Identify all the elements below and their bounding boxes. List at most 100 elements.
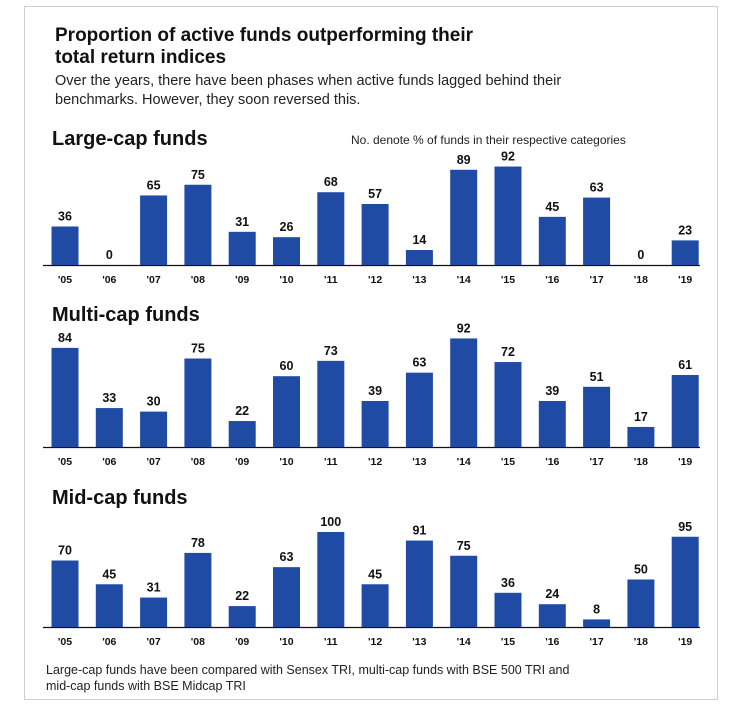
mid-cap-bar	[671, 536, 699, 627]
large-cap-bar	[538, 216, 566, 265]
mid-cap-value-label: 70	[58, 544, 72, 558]
mid-cap-bar	[538, 604, 566, 627]
multi-cap-value-label: 84	[58, 331, 72, 345]
multi-cap-value-label: 51	[590, 370, 604, 384]
large-cap-value-label: 68	[324, 175, 338, 189]
mid-cap-panel-title: Mid-cap funds	[52, 487, 188, 509]
mid-cap-category-label: '13	[412, 636, 426, 648]
large-cap-bar	[450, 169, 478, 265]
mid-cap-category-label: '06	[102, 636, 116, 648]
mid-cap-category-label: '11	[324, 636, 338, 648]
large-cap-value-label: 45	[545, 200, 559, 214]
chart-frame	[24, 6, 718, 700]
mid-cap-value-label: 8	[593, 602, 600, 616]
large-cap-category-label: '07	[147, 274, 161, 286]
multi-cap-category-label: '17	[590, 456, 604, 468]
large-cap-value-label: 0	[106, 248, 113, 262]
large-cap-category-label: '09	[235, 274, 249, 286]
mid-cap-bar	[51, 560, 79, 627]
multi-cap-bar	[51, 347, 79, 447]
multi-cap-bar	[95, 408, 123, 447]
large-cap-bar	[228, 231, 256, 265]
large-cap-value-label: 31	[235, 215, 249, 229]
mid-cap-value-label: 100	[320, 515, 341, 529]
multi-cap-value-label: 22	[235, 404, 249, 418]
multi-cap-bar	[494, 362, 522, 447]
large-cap-bar	[51, 226, 79, 265]
chart-title-line-1: Proportion of active funds outperforming…	[55, 25, 473, 46]
mid-cap-bar	[228, 606, 256, 627]
multi-cap-bar	[583, 386, 611, 447]
large-cap-bar	[140, 195, 168, 265]
mid-cap-value-label: 45	[368, 567, 382, 581]
mid-cap-bar	[140, 597, 168, 627]
large-cap-bar	[184, 184, 212, 265]
multi-cap-bar	[538, 400, 566, 447]
multi-cap-category-label: '18	[634, 456, 648, 468]
large-cap-category-label: '12	[368, 274, 382, 286]
multi-cap-category-label: '16	[545, 456, 559, 468]
multi-cap-bar	[671, 375, 699, 447]
multi-cap-bar	[184, 358, 212, 447]
large-cap-value-label: 65	[147, 178, 161, 192]
large-cap-category-label: '10	[279, 274, 293, 286]
multi-cap-value-label: 92	[457, 321, 471, 335]
large-cap-value-label: 0	[637, 248, 644, 262]
large-cap-category-label: '18	[634, 274, 648, 286]
multi-cap-category-label: '06	[102, 456, 116, 468]
mid-cap-bar	[273, 567, 300, 627]
multi-cap-value-label: 72	[501, 345, 515, 359]
mid-cap-category-label: '18	[634, 636, 648, 648]
mid-cap-category-label: '10	[279, 636, 293, 648]
large-cap-bar	[494, 166, 522, 265]
large-cap-bar	[671, 240, 699, 265]
mid-cap-value-label: 24	[545, 587, 559, 601]
large-cap-category-label: '08	[191, 274, 205, 286]
multi-cap-category-label: '19	[678, 456, 692, 468]
multi-cap-value-label: 73	[324, 344, 338, 358]
large-cap-category-label: '13	[412, 274, 426, 286]
large-cap-value-label: 89	[457, 153, 471, 167]
mid-cap-category-label: '09	[235, 636, 249, 648]
large-cap-bar	[361, 204, 389, 265]
large-cap-value-label: 26	[280, 220, 294, 234]
mid-cap-category-label: '14	[457, 636, 471, 648]
multi-cap-bar	[273, 376, 300, 447]
large-cap-category-label: '16	[545, 274, 559, 286]
mid-cap-value-label: 91	[412, 524, 426, 538]
multi-cap-panel-title: Multi-cap funds	[52, 304, 200, 326]
mid-cap-bar	[405, 540, 433, 627]
footnote-line-1: Large-cap funds have been compared with …	[46, 663, 570, 677]
multi-cap-bar	[140, 411, 168, 447]
mid-cap-value-label: 31	[147, 581, 161, 595]
mid-cap-value-label: 45	[102, 567, 116, 581]
mid-cap-bar	[627, 579, 655, 627]
mid-cap-category-label: '12	[368, 636, 382, 648]
chart-title-line-2: total return indices	[55, 47, 227, 68]
multi-cap-category-label: '05	[58, 456, 72, 468]
large-cap-category-label: '19	[678, 274, 692, 286]
mid-cap-value-label: 22	[235, 589, 249, 603]
mid-cap-value-label: 63	[280, 550, 294, 564]
large-cap-value-label: 14	[412, 233, 426, 247]
mid-cap-value-label: 95	[678, 520, 692, 534]
percentage-note: No. denote % of funds in their respectiv…	[351, 133, 626, 147]
large-cap-bar	[583, 197, 611, 265]
multi-cap-category-label: '12	[368, 456, 382, 468]
large-cap-value-label: 23	[678, 223, 692, 237]
large-cap-value-label: 63	[590, 181, 604, 195]
multi-cap-bar	[228, 421, 256, 447]
multi-cap-value-label: 75	[191, 342, 205, 356]
mid-cap-category-label: '17	[590, 636, 604, 648]
multi-cap-value-label: 30	[147, 395, 161, 409]
multi-cap-value-label: 39	[368, 384, 382, 398]
mid-cap-category-label: '15	[501, 636, 515, 648]
multi-cap-category-label: '08	[191, 456, 205, 468]
multi-cap-bar	[405, 372, 433, 447]
multi-cap-value-label: 61	[678, 358, 692, 372]
mid-cap-value-label: 75	[457, 539, 471, 553]
mid-cap-bar	[361, 584, 389, 627]
large-cap-value-label: 92	[501, 150, 515, 164]
multi-cap-category-label: '15	[501, 456, 515, 468]
